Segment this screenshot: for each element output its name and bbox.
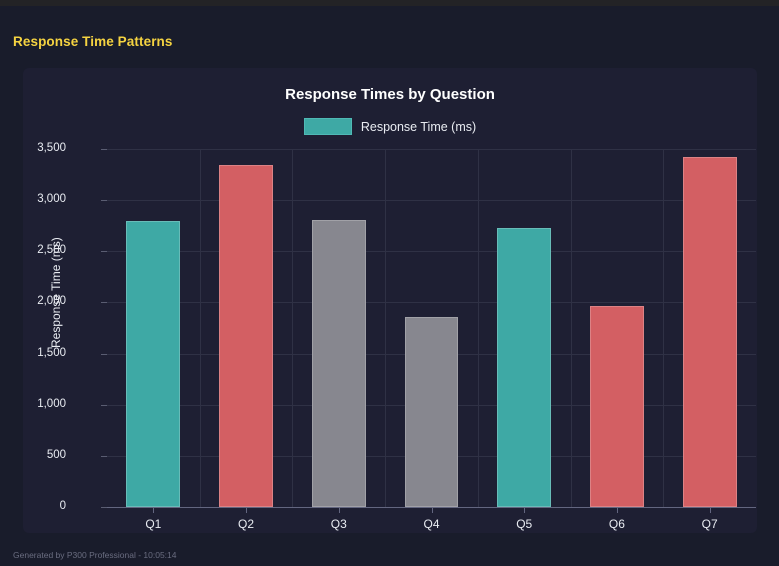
x-tick-label-q5: Q5 [516,517,533,531]
footer-generated-by: Generated by P300 Professional - 10:05:1… [13,550,177,560]
x-gridline [385,149,387,507]
x-tick-mark [709,507,711,513]
y-tick-mark [101,251,107,253]
legend-label-response-time: Response Time (ms) [360,119,477,134]
chart-card: Response Times by Question Response Time… [23,68,757,533]
bar-slot [292,149,385,507]
window-top-strip [0,0,779,6]
x-tick-label-q4: Q4 [423,517,440,531]
bar-q2[interactable] [219,164,273,507]
y-gridline [107,200,756,202]
bar-slot [200,149,293,507]
y-tick-mark [101,507,107,508]
y-tick-label: 3,000 [37,193,66,206]
bar-q1[interactable] [126,220,181,507]
bar-slot [478,149,571,507]
x-tick-mark [338,507,340,513]
x-gridline [292,149,294,507]
bar-q7[interactable] [682,157,737,507]
bar-q5[interactable] [497,227,552,507]
x-gridline [663,149,665,507]
y-tick-label: 1,000 [37,397,66,410]
y-tick-label: 2,500 [37,244,66,257]
x-tick-label-q6: Q6 [608,517,625,531]
x-gridline [199,149,201,507]
legend-swatch-response-time [303,118,352,135]
y-gridline [107,302,756,304]
y-gridline [107,149,756,150]
bar-q6[interactable] [590,305,644,507]
bar-slot [571,149,664,507]
bar-slot [663,149,756,507]
chart-title: Response Times by Question [285,86,495,103]
bar-slot [385,149,478,507]
y-tick-label: 500 [46,448,66,461]
x-tick-mark [153,507,155,513]
page-title: Response Time Patterns [13,34,173,49]
y-tick-mark [101,302,107,304]
y-tick-mark [101,455,107,457]
y-tick-label: 2,000 [37,295,66,308]
bar-slot [107,149,200,507]
x-tick-label-q3: Q3 [330,517,347,531]
x-gridline [477,149,479,507]
y-tick-label: 3,500 [37,142,66,154]
x-gridline [570,149,572,507]
y-tick-mark [101,200,107,202]
y-tick-label: 0 [59,500,66,512]
plot-area: 0 500 1,000 1,500 2,000 2,500 3,000 3,500 Q1 Q2 Q… [37,142,756,531]
bar-q4[interactable] [404,316,459,507]
y-tick-mark [101,353,107,355]
bar-series-response-time [107,149,756,507]
x-tick-label-q1: Q1 [145,517,162,531]
y-tick-mark [101,149,107,150]
x-tick-mark [431,507,433,513]
y-tick-label: 1,500 [37,346,66,359]
x-tick-mark [524,507,526,513]
x-tick-label-q2: Q2 [238,517,255,531]
x-tick-mark [616,507,618,513]
x-tick-label-q7: Q7 [701,517,718,531]
y-gridline [107,251,756,253]
y-tick-mark [101,404,107,406]
page-root: Response Time Patterns Response Times by… [0,6,779,566]
x-tick-mark [246,507,248,513]
bar-q3[interactable] [311,219,366,507]
chart-legend: Response Time (ms) [23,118,757,135]
